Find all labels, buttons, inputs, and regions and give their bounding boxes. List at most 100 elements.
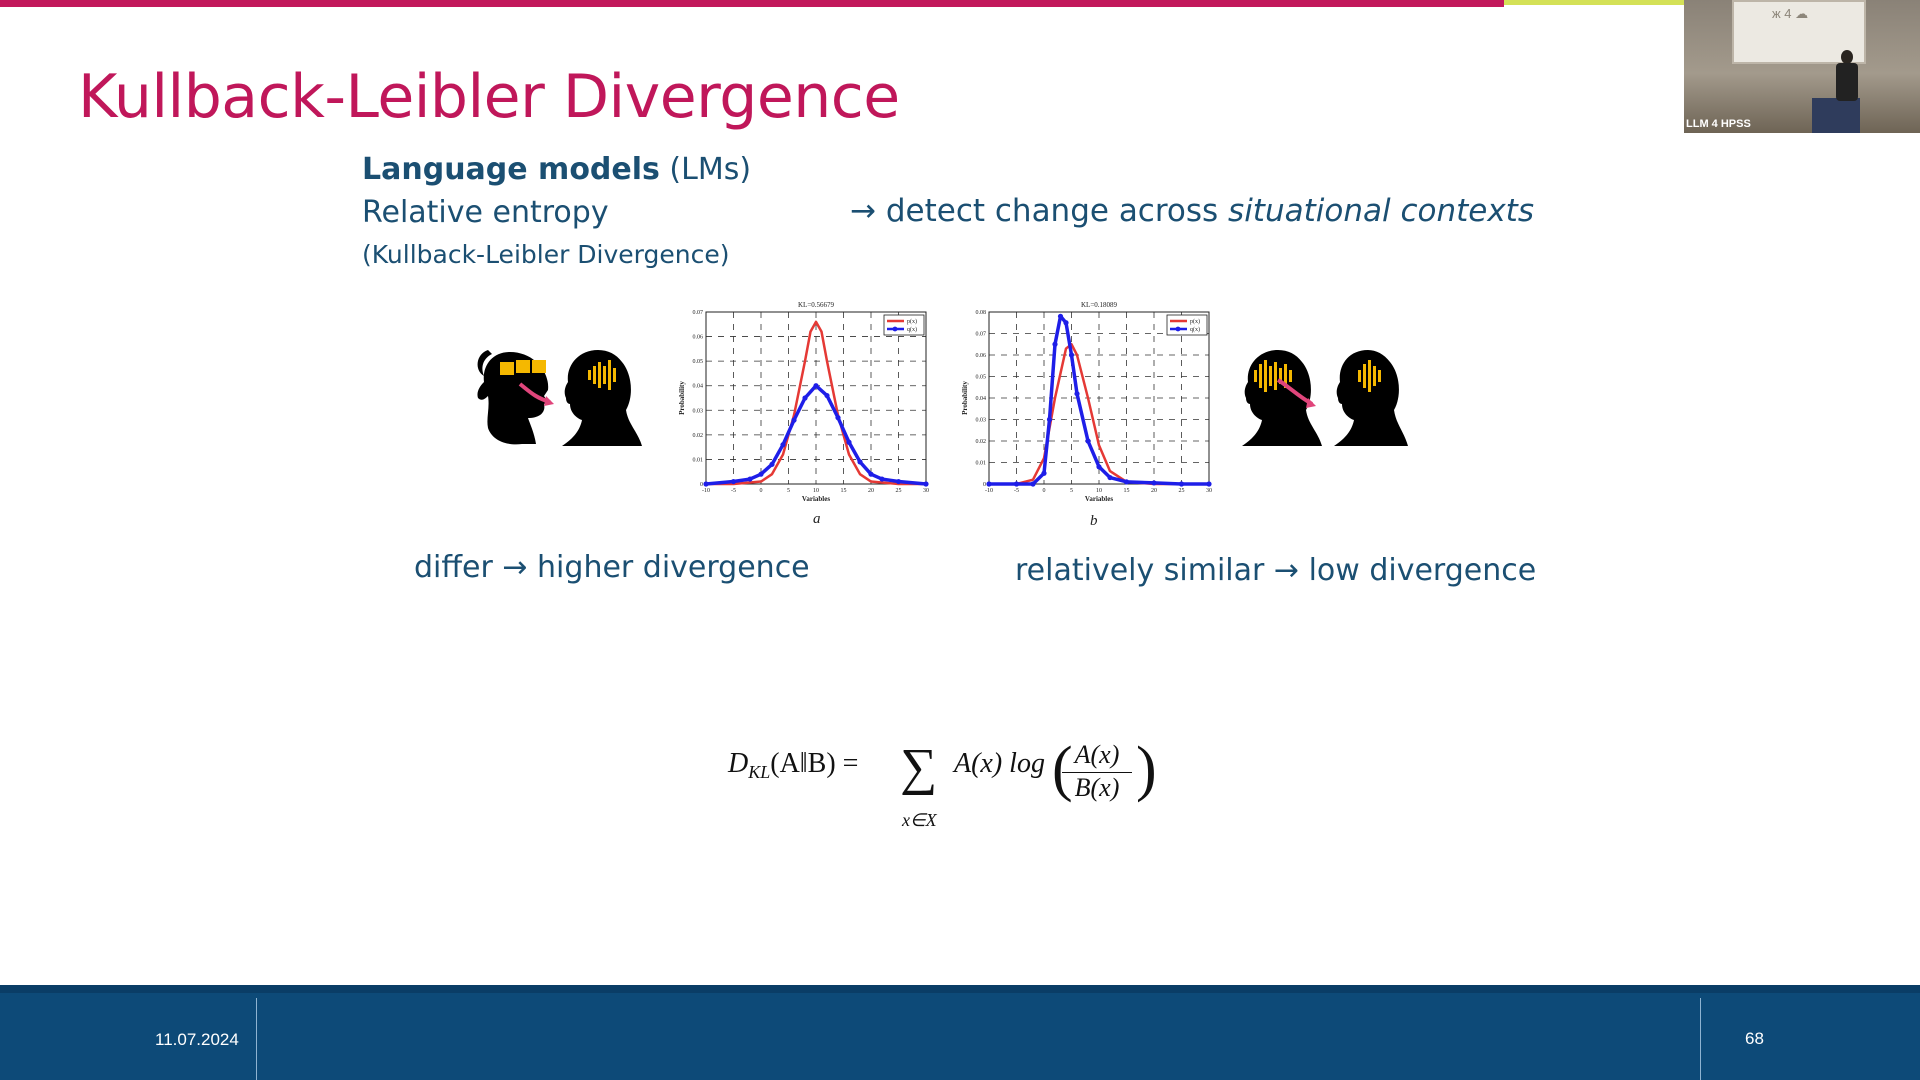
data-point [802, 395, 808, 401]
data-point [1151, 480, 1157, 486]
x-tick-label: -5 [1014, 488, 1019, 494]
data-point [1123, 479, 1130, 485]
formula-sum-sub: x∈X [902, 810, 937, 830]
legend-marker [1175, 326, 1181, 332]
x-tick-label: -10 [985, 488, 993, 494]
bullet-language-models: Language models (LMs) [362, 152, 751, 187]
y-tick-label: 0.04 [976, 396, 987, 402]
x-tick-label: 10 [1096, 488, 1102, 494]
data-point [1041, 470, 1047, 476]
plot-frame [988, 311, 1210, 485]
data-point [791, 417, 797, 423]
footer-divider [1700, 998, 1701, 1080]
speakers-differ-illustration [477, 350, 642, 446]
presenter-head [1841, 50, 1853, 64]
x-tick-label: 5 [787, 488, 790, 494]
y-tick-label: 0.04 [693, 384, 704, 390]
x-tick-label: 0 [1043, 488, 1046, 494]
legend-label: q(x) [1190, 326, 1200, 333]
y-tick-label: 0.05 [693, 359, 704, 365]
chart-title: KL=0.18089 [1081, 301, 1118, 309]
data-point [780, 442, 786, 448]
y-tick-label: 0 [700, 482, 703, 488]
data-point [986, 481, 992, 487]
data-point [1068, 352, 1075, 358]
y-tick-label: 0.06 [976, 353, 987, 359]
presenter-body [1836, 63, 1858, 101]
data-point [824, 392, 830, 399]
data-point [1096, 464, 1102, 470]
webcam-overlay[interactable]: ж 4 ☁ LLM 4 HPSS [1684, 0, 1920, 133]
plot-frame [705, 311, 927, 485]
data-point [1074, 391, 1080, 397]
x-tick-label: 20 [868, 488, 874, 494]
data-point [868, 471, 874, 477]
slide-title: Kullback-Leibler Divergence [78, 62, 900, 132]
formula-sum: ∑ [900, 739, 938, 796]
y-tick-label: 0.03 [693, 408, 704, 414]
man-silhouette-icon [562, 350, 642, 446]
arrow-icon: → [850, 193, 876, 229]
footer-top-stripe [0, 985, 1920, 993]
footer-date: 11.07.2024 [155, 1030, 239, 1049]
legend-label: p(x) [1190, 318, 1200, 325]
x-tick-label: 25 [1179, 488, 1185, 494]
x-axis-label: Variables [1085, 495, 1113, 503]
x-tick-label: 5 [1070, 488, 1073, 494]
series-line-p(x) [706, 320, 926, 486]
webcam-label: LLM 4 HPSS [1686, 118, 1751, 130]
legend-box [883, 314, 925, 336]
footer-divider [256, 998, 257, 1080]
y-axis-label: Probability [961, 381, 969, 415]
footer-bar [0, 985, 1920, 1080]
y-tick-label: 0.07 [693, 310, 704, 316]
x-tick-label: 10 [813, 488, 819, 494]
formula-denominator: B(x) [1074, 773, 1120, 802]
bullet-language-models-bold: Language models [362, 152, 660, 187]
arrow-statement-italic: situational contexts [1228, 193, 1534, 229]
data-point [1178, 481, 1185, 487]
data-point [1057, 313, 1064, 319]
x-tick-label: -10 [702, 488, 710, 494]
formula-lhs: D [728, 748, 749, 779]
bullet-kl-divergence: (Kullback-Leibler Divergence) [362, 240, 730, 269]
y-tick-label: 0.01 [976, 461, 987, 467]
chart-a-label: a [813, 511, 821, 527]
data-point [1046, 416, 1053, 423]
bullet-language-models-rest: (LMs) [659, 152, 752, 187]
x-tick-label: 15 [1124, 488, 1130, 494]
data-point [769, 461, 775, 467]
legend-label: q(x) [907, 326, 917, 333]
y-tick-label: 0.02 [976, 439, 987, 445]
y-tick-label: 0.08 [976, 310, 987, 316]
x-tick-label: -5 [731, 488, 736, 494]
data-point [879, 476, 885, 482]
caption-similar: relatively similar → low divergence [1015, 553, 1537, 588]
x-tick-label: 30 [923, 488, 929, 494]
y-tick-label: 0.05 [976, 375, 987, 381]
legend-box [1166, 314, 1208, 336]
formula-numerator: A(x) [1062, 740, 1132, 773]
bullet-relative-entropy: Relative entropy [362, 195, 609, 230]
y-tick-label: 0.02 [693, 433, 704, 439]
y-tick-label: 0.07 [976, 332, 987, 338]
data-point [730, 478, 737, 485]
podium [1812, 98, 1860, 133]
chart-b-label: b [1090, 513, 1098, 529]
data-point [1030, 481, 1036, 487]
y-tick-label: 0.01 [693, 457, 704, 463]
x-tick-label: 0 [760, 488, 763, 494]
top-accent-bar [0, 0, 1504, 7]
y-tick-label: 0.03 [976, 418, 987, 424]
data-point [813, 383, 819, 389]
kl-chart-b: KL=0.18089 -10 -5 0 5 10 15 20 25 30 0 0.01 0.02 0.03… [961, 301, 1212, 503]
x-tick-label: 20 [1151, 488, 1157, 494]
speakers-similar-illustration [1242, 350, 1408, 446]
data-point [923, 481, 929, 487]
data-point [1013, 481, 1020, 487]
formula-paren-open: ( [1052, 735, 1073, 803]
data-point [895, 478, 902, 485]
data-point [835, 415, 841, 421]
girl-silhouette-icon [477, 350, 549, 445]
caption-differ: differ → higher divergence [414, 550, 810, 585]
